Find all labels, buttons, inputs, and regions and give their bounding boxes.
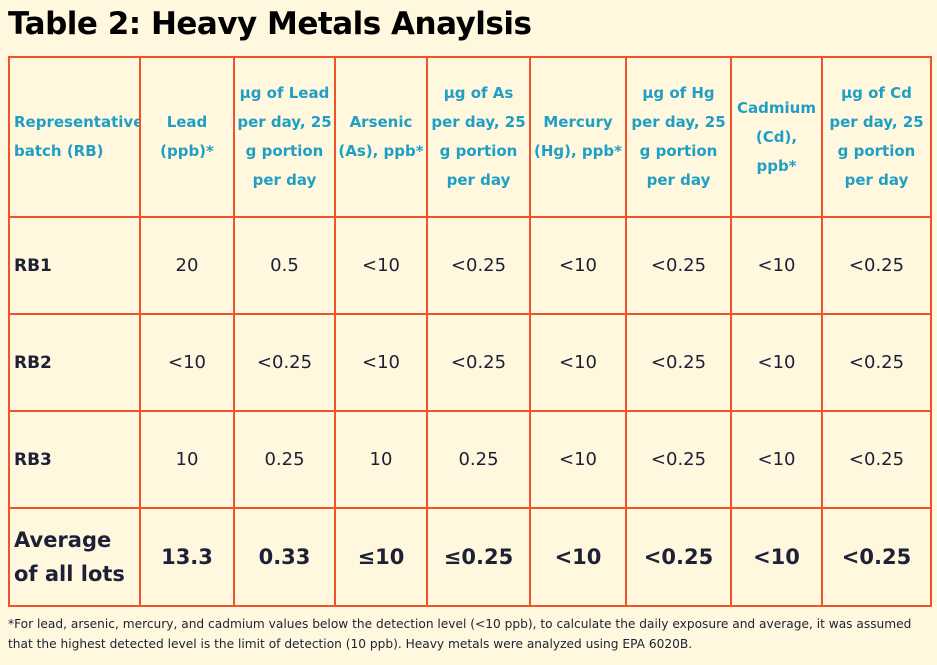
table-row: RB3 10 0.25 10 0.25 <10 <0.25 <10 <0.25 — [8, 410, 932, 509]
header-lead-ppb: Lead (ppb)* — [139, 56, 235, 218]
cell-arsenic-ppb: <10 — [334, 216, 428, 315]
footnote: *For lead, arsenic, mercury, and cadmium… — [8, 617, 912, 651]
average-row-label: Average of all lots — [8, 507, 141, 607]
header-mercury-per-day: µg of Hg per day, 25 g portion per day — [625, 56, 732, 218]
avg-lead-ppb: 13.3 — [139, 507, 235, 607]
row-label: RB3 — [8, 410, 141, 509]
cell-cadmium-ppb: <10 — [730, 410, 823, 509]
cell-arsenic-per-day: 0.25 — [426, 410, 531, 509]
header-representative-batch: Representative batch (RB) — [8, 56, 141, 218]
cell-mercury-per-day: <0.25 — [625, 313, 732, 412]
header-cadmium-ppb: Cadmium (Cd), ppb* — [730, 56, 823, 218]
heavy-metals-table: Representative batch (RB) Lead (ppb)* µg… — [8, 56, 932, 607]
cell-lead-per-day: 0.25 — [233, 410, 336, 509]
avg-lead-per-day: 0.33 — [233, 507, 336, 607]
cell-cadmium-ppb: <10 — [730, 313, 823, 412]
row-label: RB1 — [8, 216, 141, 315]
cell-arsenic-ppb: <10 — [334, 313, 428, 412]
cell-cadmium-per-day: <0.25 — [821, 313, 932, 412]
cell-cadmium-ppb: <10 — [730, 216, 823, 315]
cell-arsenic-per-day: <0.25 — [426, 313, 531, 412]
cell-mercury-per-day: <0.25 — [625, 410, 732, 509]
cell-lead-per-day: <0.25 — [233, 313, 336, 412]
header-arsenic-ppb: Arsenic (As), ppb* — [334, 56, 428, 218]
cell-cadmium-per-day: <0.25 — [821, 216, 932, 315]
table-header-row: Representative batch (RB) Lead (ppb)* µg… — [8, 56, 932, 218]
avg-arsenic-per-day: ≤0.25 — [426, 507, 531, 607]
cell-mercury-ppb: <10 — [529, 216, 627, 315]
header-mercury-ppb: Mercury (Hg), ppb* — [529, 56, 627, 218]
avg-arsenic-ppb: ≤10 — [334, 507, 428, 607]
avg-mercury-per-day: <0.25 — [625, 507, 732, 607]
header-arsenic-per-day: µg of As per day, 25 g portion per day — [426, 56, 531, 218]
cell-lead-ppb: 20 — [139, 216, 235, 315]
table-row: RB2 <10 <0.25 <10 <0.25 <10 <0.25 <10 <0… — [8, 313, 932, 412]
cell-arsenic-ppb: 10 — [334, 410, 428, 509]
header-cadmium-per-day: µg of Cd per day, 25 g portion per day — [821, 56, 932, 218]
page-title: Table 2: Heavy Metals Anaylsis — [8, 6, 532, 42]
header-lead-per-day: µg of Lead per day, 25 g portion per day — [233, 56, 336, 218]
avg-cadmium-per-day: <0.25 — [821, 507, 932, 607]
cell-lead-per-day: 0.5 — [233, 216, 336, 315]
row-label: RB2 — [8, 313, 141, 412]
avg-cadmium-ppb: <10 — [730, 507, 823, 607]
cell-mercury-ppb: <10 — [529, 410, 627, 509]
table-row: RB1 20 0.5 <10 <0.25 <10 <0.25 <10 <0.25 — [8, 216, 932, 315]
cell-mercury-ppb: <10 — [529, 313, 627, 412]
average-row: Average of all lots 13.3 0.33 ≤10 ≤0.25 … — [8, 507, 932, 607]
cell-lead-ppb: <10 — [139, 313, 235, 412]
avg-mercury-ppb: <10 — [529, 507, 627, 607]
cell-lead-ppb: 10 — [139, 410, 235, 509]
cell-cadmium-per-day: <0.25 — [821, 410, 932, 509]
cell-arsenic-per-day: <0.25 — [426, 216, 531, 315]
cell-mercury-per-day: <0.25 — [625, 216, 732, 315]
